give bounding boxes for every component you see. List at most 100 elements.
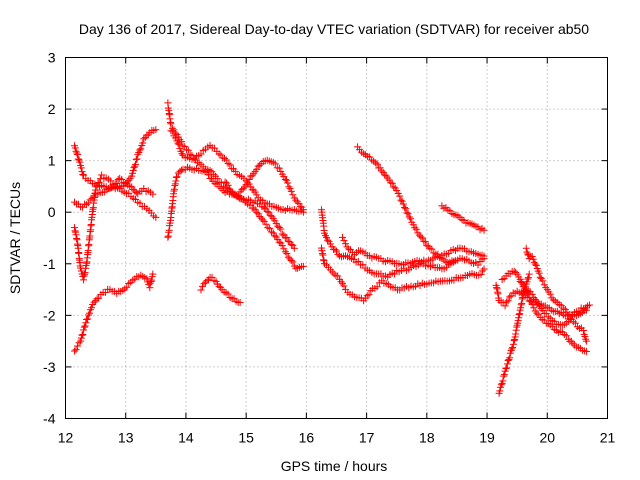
- data-point-arc-6: [184, 146, 192, 154]
- data-point-arc-4: [77, 337, 85, 345]
- data-point-arc-7: [219, 154, 227, 162]
- data-point-arc-4: [146, 279, 154, 287]
- data-point-arc-8: [292, 196, 300, 204]
- data-point-arc-15: [503, 298, 511, 306]
- data-point-arc-1: [79, 170, 87, 178]
- data-point-arc-18: [532, 261, 540, 269]
- data-point-arc-4: [149, 270, 157, 278]
- data-point-arc-5: [170, 187, 178, 195]
- data-point-arc-16: [500, 371, 508, 379]
- data-point-arc-4: [123, 283, 131, 291]
- data-point-arc-15: [504, 297, 512, 305]
- data-point-arc-5: [257, 214, 265, 222]
- data-point-arc-12: [340, 237, 348, 245]
- data-point-arc-3: [80, 276, 88, 284]
- x-tick-label: 19: [479, 430, 495, 446]
- data-point-arc-16: [517, 301, 525, 309]
- data-point-arc-13: [450, 257, 458, 265]
- data-point-arc-5: [170, 185, 178, 193]
- data-point-arc-1: [133, 155, 141, 163]
- data-point-arc-11: [318, 250, 326, 258]
- data-point-arc-5: [253, 208, 261, 216]
- data-point-arc-6: [289, 241, 297, 249]
- data-point-arc-11: [334, 272, 342, 280]
- data-point-arc-2: [132, 189, 140, 197]
- data-point-arc-3: [152, 213, 160, 221]
- data-point-arc-1: [128, 172, 136, 180]
- data-point-arc-5: [283, 250, 291, 258]
- x-tick-label: 16: [299, 430, 315, 446]
- data-point-arc-10: [326, 240, 334, 248]
- plot-frame: [65, 57, 608, 419]
- data-point-arc-15: [493, 285, 501, 293]
- data-point-arc-8: [271, 160, 279, 168]
- chart-title: Day 136 of 2017, Sidereal Day-to-day VTE…: [79, 21, 589, 37]
- data-point-arc-16: [516, 310, 524, 318]
- y-tick-label: 1: [48, 153, 56, 169]
- data-point-arc-13: [372, 159, 380, 167]
- data-point-arc-5: [289, 258, 297, 266]
- data-point-arc-10: [333, 247, 340, 255]
- data-point-arc-4: [93, 295, 101, 303]
- data-point-arc-7: [220, 154, 228, 162]
- data-point-arc-18: [531, 260, 539, 268]
- data-point-arc-7: [253, 191, 261, 199]
- data-point-arc-11: [330, 270, 338, 278]
- data-point-arc-16: [497, 381, 505, 389]
- data-point-arc-13: [397, 196, 405, 204]
- y-tick-label: -3: [43, 359, 56, 375]
- data-point-arc-17: [526, 297, 534, 305]
- data-point-arc-17: [569, 339, 577, 347]
- data-point-arc-4: [72, 346, 80, 354]
- data-point-arc-12: [339, 233, 347, 241]
- data-point-arc-4: [88, 304, 96, 312]
- data-point-arc-5: [259, 216, 267, 224]
- data-point-arc-17: [533, 309, 541, 317]
- data-point-arc-6: [277, 225, 285, 233]
- data-point-arc-19: [531, 296, 539, 304]
- data-point-arc-16: [503, 364, 511, 372]
- data-point-arc-1: [74, 155, 82, 163]
- data-point-arc-16: [503, 360, 511, 368]
- y-tick-label: -2: [43, 307, 56, 323]
- data-point-arc-4: [148, 276, 156, 284]
- data-point-arc-16: [508, 345, 516, 353]
- data-point-arc-19: [539, 307, 547, 315]
- data-point-arc-16: [496, 387, 504, 395]
- data-point-arc-6: [287, 241, 295, 249]
- data-point-arc-2: [149, 190, 157, 198]
- data-point-arc-8: [285, 183, 293, 191]
- data-point-arc-5: [172, 177, 180, 185]
- data-point-arc-4: [143, 275, 151, 283]
- data-point-arc-7: [171, 134, 179, 142]
- data-point-arc-4: [81, 322, 89, 330]
- data-point-arc-3: [107, 177, 115, 185]
- data-point-arc-3: [73, 236, 81, 244]
- y-axis-tick-labels: -4 -3 -2 -1 0 1 2 3: [43, 50, 56, 427]
- data-point-arc-13: [402, 205, 410, 213]
- data-point-arc-7: [226, 161, 234, 169]
- data-point-arc-13: [417, 233, 425, 241]
- data-point-arc-5: [287, 257, 295, 265]
- x-tick-label: 21: [600, 430, 616, 446]
- data-point-arc-7: [215, 150, 223, 158]
- data-point-arc-6: [275, 223, 283, 231]
- data-point-arc-13: [409, 221, 417, 229]
- data-point-arc-17: [582, 347, 590, 355]
- data-point-arc-6: [284, 237, 292, 245]
- x-tick-label: 20: [539, 430, 555, 446]
- data-point-arc-7: [222, 156, 230, 164]
- data-point-arc-7: [231, 167, 239, 175]
- x-axis-tick-labels: 12 13 14 15 16 17 18 19 20 21: [58, 430, 616, 446]
- data-point-arc-18: [540, 281, 548, 289]
- data-point-arc-10: [321, 232, 329, 240]
- data-point-arc-16: [525, 270, 533, 278]
- data-point-arc-1: [72, 147, 80, 155]
- data-point-arc-5: [271, 232, 279, 240]
- data-point-arc-5: [250, 204, 258, 212]
- data-point-arc-13: [390, 183, 398, 191]
- data-point-arc-18: [582, 337, 590, 345]
- data-point-arc-18: [579, 327, 587, 335]
- data-point-arc-8: [280, 172, 288, 180]
